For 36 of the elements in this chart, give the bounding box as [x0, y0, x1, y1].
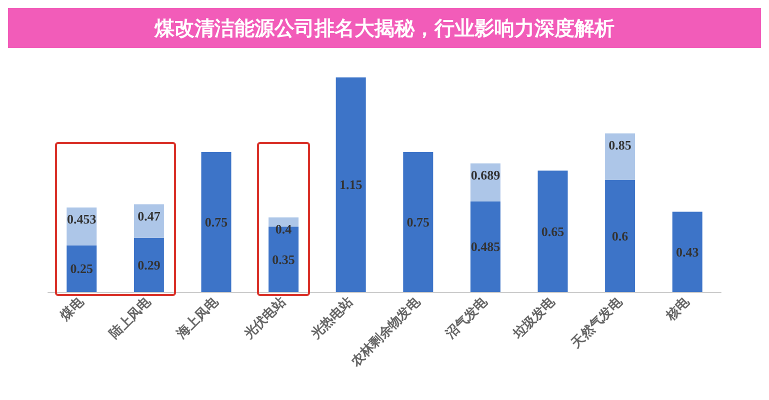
bar — [403, 152, 434, 292]
data-label: 0.65 — [541, 224, 565, 239]
total-label: 0.689 — [470, 167, 501, 182]
x-tick-label: 陆上风电 — [106, 294, 155, 342]
data-label: 0.75 — [406, 214, 430, 230]
data-label: 0.25 — [70, 261, 94, 276]
data-label: 0.35 — [272, 252, 296, 267]
x-tick-label: 核电 — [662, 293, 694, 324]
x-tick-label: 光伏电站 — [240, 294, 289, 343]
bar — [470, 201, 500, 292]
bar — [336, 77, 366, 292]
chart-title: 煤改清洁能源公司排名大揭秘，行业影响力深度解析 — [8, 8, 761, 48]
bar — [66, 245, 97, 292]
bar — [134, 204, 164, 238]
total-label: 0.453 — [67, 211, 97, 226]
total-label: 0.47 — [138, 208, 161, 224]
bar — [538, 170, 568, 292]
bar — [134, 238, 164, 292]
data-label: 0.29 — [138, 257, 161, 272]
data-label: 0.485 — [470, 239, 501, 254]
x-tick-label: 沼气发电 — [442, 294, 492, 343]
x-tick-label: 垃圾发电 — [509, 293, 559, 343]
bar — [605, 133, 636, 180]
bar — [268, 226, 299, 292]
data-label: 0.75 — [204, 214, 228, 230]
data-label: 1.15 — [339, 177, 363, 192]
x-tick-label: 天然气发电 — [568, 294, 626, 352]
total-label: 0.85 — [608, 137, 632, 152]
bar — [605, 180, 636, 292]
x-tick-label: 煤电 — [57, 294, 88, 324]
x-tick-label: 海上风电 — [173, 294, 222, 343]
x-tick-label: 光热电站 — [308, 294, 356, 343]
data-label: 0.6 — [612, 228, 629, 244]
bar — [201, 152, 232, 292]
bar — [672, 212, 702, 292]
data-label: 0.43 — [676, 244, 700, 260]
